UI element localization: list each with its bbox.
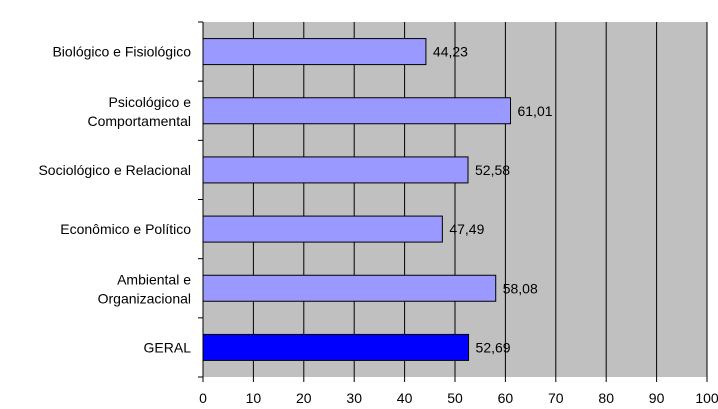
x-tick-label: 100 bbox=[695, 390, 718, 406]
value-label: 52,58 bbox=[475, 162, 510, 178]
bar bbox=[202, 97, 511, 125]
category-label: Econômico e Político bbox=[60, 221, 191, 237]
bar bbox=[202, 333, 470, 361]
x-tick-label: 20 bbox=[296, 390, 312, 406]
x-tick-label: 30 bbox=[346, 390, 362, 406]
bar bbox=[202, 215, 443, 243]
value-label: 61,01 bbox=[517, 103, 552, 119]
value-label: 44,23 bbox=[433, 44, 468, 60]
x-tick-label: 60 bbox=[498, 390, 514, 406]
bar bbox=[202, 274, 497, 302]
category-label: Psicológico e Comportamental bbox=[88, 94, 192, 129]
x-tick-label: 90 bbox=[649, 390, 665, 406]
x-tick-label: 50 bbox=[447, 390, 463, 406]
x-tick-label: 70 bbox=[548, 390, 564, 406]
x-tick-label: 0 bbox=[199, 390, 207, 406]
bar bbox=[202, 38, 427, 66]
bar bbox=[202, 156, 469, 184]
gridlines bbox=[252, 22, 708, 377]
x-tick-label: 80 bbox=[598, 390, 614, 406]
category-label: GERAL bbox=[144, 339, 192, 355]
category-label: Sociológico e Relacional bbox=[38, 162, 191, 178]
category-label: Biológico e Fisiológico bbox=[52, 44, 191, 60]
x-tick-label: 10 bbox=[246, 390, 262, 406]
value-label: 58,08 bbox=[503, 280, 538, 296]
category-label: Ambiental e Organizacional bbox=[98, 271, 192, 306]
value-label: 52,69 bbox=[476, 339, 511, 355]
x-tick-label: 40 bbox=[397, 390, 413, 406]
value-label: 47,49 bbox=[449, 221, 484, 237]
